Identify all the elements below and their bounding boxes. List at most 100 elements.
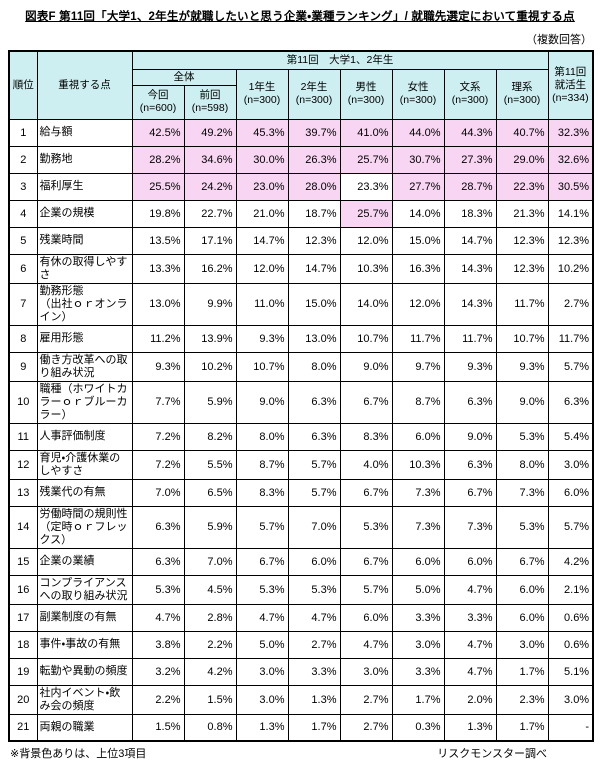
value-cell: 8.0% (495, 449, 549, 480)
value-cell: 12.3% (287, 226, 341, 255)
value-cell: 4.7% (443, 657, 497, 686)
value-cell: 6.5% (183, 478, 237, 507)
table-row: 19 転勤や異動の頻度 3.2% 4.2% 3.0% 3.3% 3.0% 3.3% 4.7% 1.… (8, 657, 594, 686)
rank-cell: 13 (8, 478, 38, 507)
value-cell: 6.3% (547, 380, 594, 424)
value-cell: 13.0% (131, 282, 185, 326)
value-cell: 6.0% (391, 422, 445, 451)
value-cell: 14.1% (547, 199, 594, 228)
value-cell: 3.2% (131, 657, 185, 686)
value-cell: 6.0% (339, 603, 393, 632)
value-cell: - (547, 713, 594, 742)
value-cell: 10.7% (235, 351, 289, 382)
value-cell: 6.0% (547, 478, 594, 507)
value-cell: 9.3% (495, 351, 549, 382)
value-cell: 25.7% (339, 199, 393, 228)
value-cell: 6.0% (443, 547, 497, 576)
value-cell: 4.7% (235, 603, 289, 632)
value-cell: 11.2% (131, 324, 185, 353)
value-cell: 3.0% (339, 657, 393, 686)
multiple-answer-note: （複数回答） (526, 34, 592, 46)
value-cell: 11.7% (443, 324, 497, 353)
value-cell: 2.8% (183, 603, 237, 632)
rank-cell: 16 (8, 574, 38, 605)
value-cell: 13.9% (183, 324, 237, 353)
header-col-male-n: (n=300) (347, 94, 385, 106)
rank-cell: 21 (8, 713, 38, 742)
value-cell: 3.3% (287, 657, 341, 686)
rank-cell: 19 (8, 657, 38, 686)
item-label-cell: 残業代の有無 (36, 478, 133, 507)
header-rank: 順位 (8, 50, 38, 120)
rank-cell: 17 (8, 603, 38, 632)
value-cell: 1.3% (235, 713, 289, 742)
value-cell: 8.3% (235, 478, 289, 507)
rank-cell: 20 (8, 684, 38, 715)
value-cell: 4.7% (339, 630, 393, 659)
value-cell: 11.0% (235, 282, 289, 326)
value-cell: 8.0% (235, 422, 289, 451)
value-cell: 25.7% (339, 145, 393, 174)
value-cell: 41.0% (339, 118, 393, 147)
value-cell: 10.2% (547, 253, 594, 284)
value-cell: 29.0% (495, 145, 549, 174)
value-cell: 5.3% (235, 574, 289, 605)
value-cell: 0.3% (391, 713, 445, 742)
value-cell: 8.2% (183, 422, 237, 451)
table-row: 17 副業制度の有無 4.7% 2.8% 4.7% 4.7% 6.0% 3.3% 3.3% 6.0… (8, 603, 594, 632)
ranking-table: 順位 重視する点 第11回 大学1、2年生 第11回 就活生 (n=334) 全… (8, 50, 595, 742)
value-cell: 12.0% (235, 253, 289, 284)
value-cell: 8.7% (391, 380, 445, 424)
value-cell: 24.2% (183, 172, 237, 201)
value-cell: 13.3% (131, 253, 185, 284)
item-label-cell: 給与額 (36, 118, 133, 147)
value-cell: 5.9% (183, 505, 237, 549)
header-jobhunters: 第11回 就活生 (n=334) (547, 50, 594, 120)
value-cell: 6.3% (131, 505, 185, 549)
value-cell: 42.5% (131, 118, 185, 147)
header-col-year2-n: (n=300) (295, 94, 333, 106)
value-cell: 21.0% (235, 199, 289, 228)
table-row: 18 事件・事故の有無 3.8% 2.2% 5.0% 2.7% 4.7% 3.0% 4.7% 3.… (8, 630, 594, 659)
table-row: 12 育児・介護休業のしやすさ 7.2% 5.5% 8.7% 5.7% 4.0% 10.3% 6… (8, 449, 594, 480)
value-cell: 0.6% (547, 630, 594, 659)
value-cell: 5.5% (183, 449, 237, 480)
item-label-cell: 企業の規模 (36, 199, 133, 228)
rank-cell: 18 (8, 630, 38, 659)
value-cell: 4.7% (287, 603, 341, 632)
value-cell: 0.6% (547, 603, 594, 632)
value-cell: 4.7% (131, 603, 185, 632)
value-cell: 1.5% (131, 713, 185, 742)
table-row: 9 働き方改革への取り組み状況 9.3% 10.2% 10.7% 8.0% 9.0% 9.7%… (8, 351, 594, 382)
item-label-cell: 企業の業績 (36, 547, 133, 576)
value-cell: 5.9% (183, 380, 237, 424)
header-col-current: 今回 (n=600) (131, 84, 185, 120)
value-cell: 25.5% (131, 172, 185, 201)
value-cell: 3.3% (443, 603, 497, 632)
value-cell: 8.3% (339, 422, 393, 451)
value-cell: 44.3% (443, 118, 497, 147)
value-cell: 2.1% (547, 574, 594, 605)
value-cell: 5.3% (287, 574, 341, 605)
rank-cell: 14 (8, 505, 38, 549)
value-cell: 19.8% (131, 199, 185, 228)
table-row: 20 社内イベント・飲み会の頻度 2.2% 1.5% 3.0% 1.3% 2.7% 1.7% 2… (8, 684, 594, 715)
value-cell: 6.7% (443, 478, 497, 507)
item-label-cell: 人事評価制度 (36, 422, 133, 451)
value-cell: 23.0% (235, 172, 289, 201)
value-cell: 9.0% (443, 422, 497, 451)
header-col-previous-n: (n=598) (191, 102, 229, 114)
value-cell: 6.7% (339, 478, 393, 507)
rank-cell: 9 (8, 351, 38, 382)
value-cell: 4.5% (183, 574, 237, 605)
value-cell: 5.3% (495, 422, 549, 451)
rank-cell: 2 (8, 145, 38, 174)
value-cell: 6.3% (443, 380, 497, 424)
header-col-previous: 前回 (n=598) (183, 84, 237, 120)
item-label-cell: 労働時間の規則性 （定時ｏｒフレックス） (36, 505, 133, 549)
value-cell: 12.0% (391, 282, 445, 326)
item-label-cell: 働き方改革への取り組み状況 (36, 351, 133, 382)
item-label-cell: 職種（ホワイトカラーｏｒブルーカラー） (36, 380, 133, 424)
value-cell: 14.7% (235, 226, 289, 255)
value-cell: 28.7% (443, 172, 497, 201)
